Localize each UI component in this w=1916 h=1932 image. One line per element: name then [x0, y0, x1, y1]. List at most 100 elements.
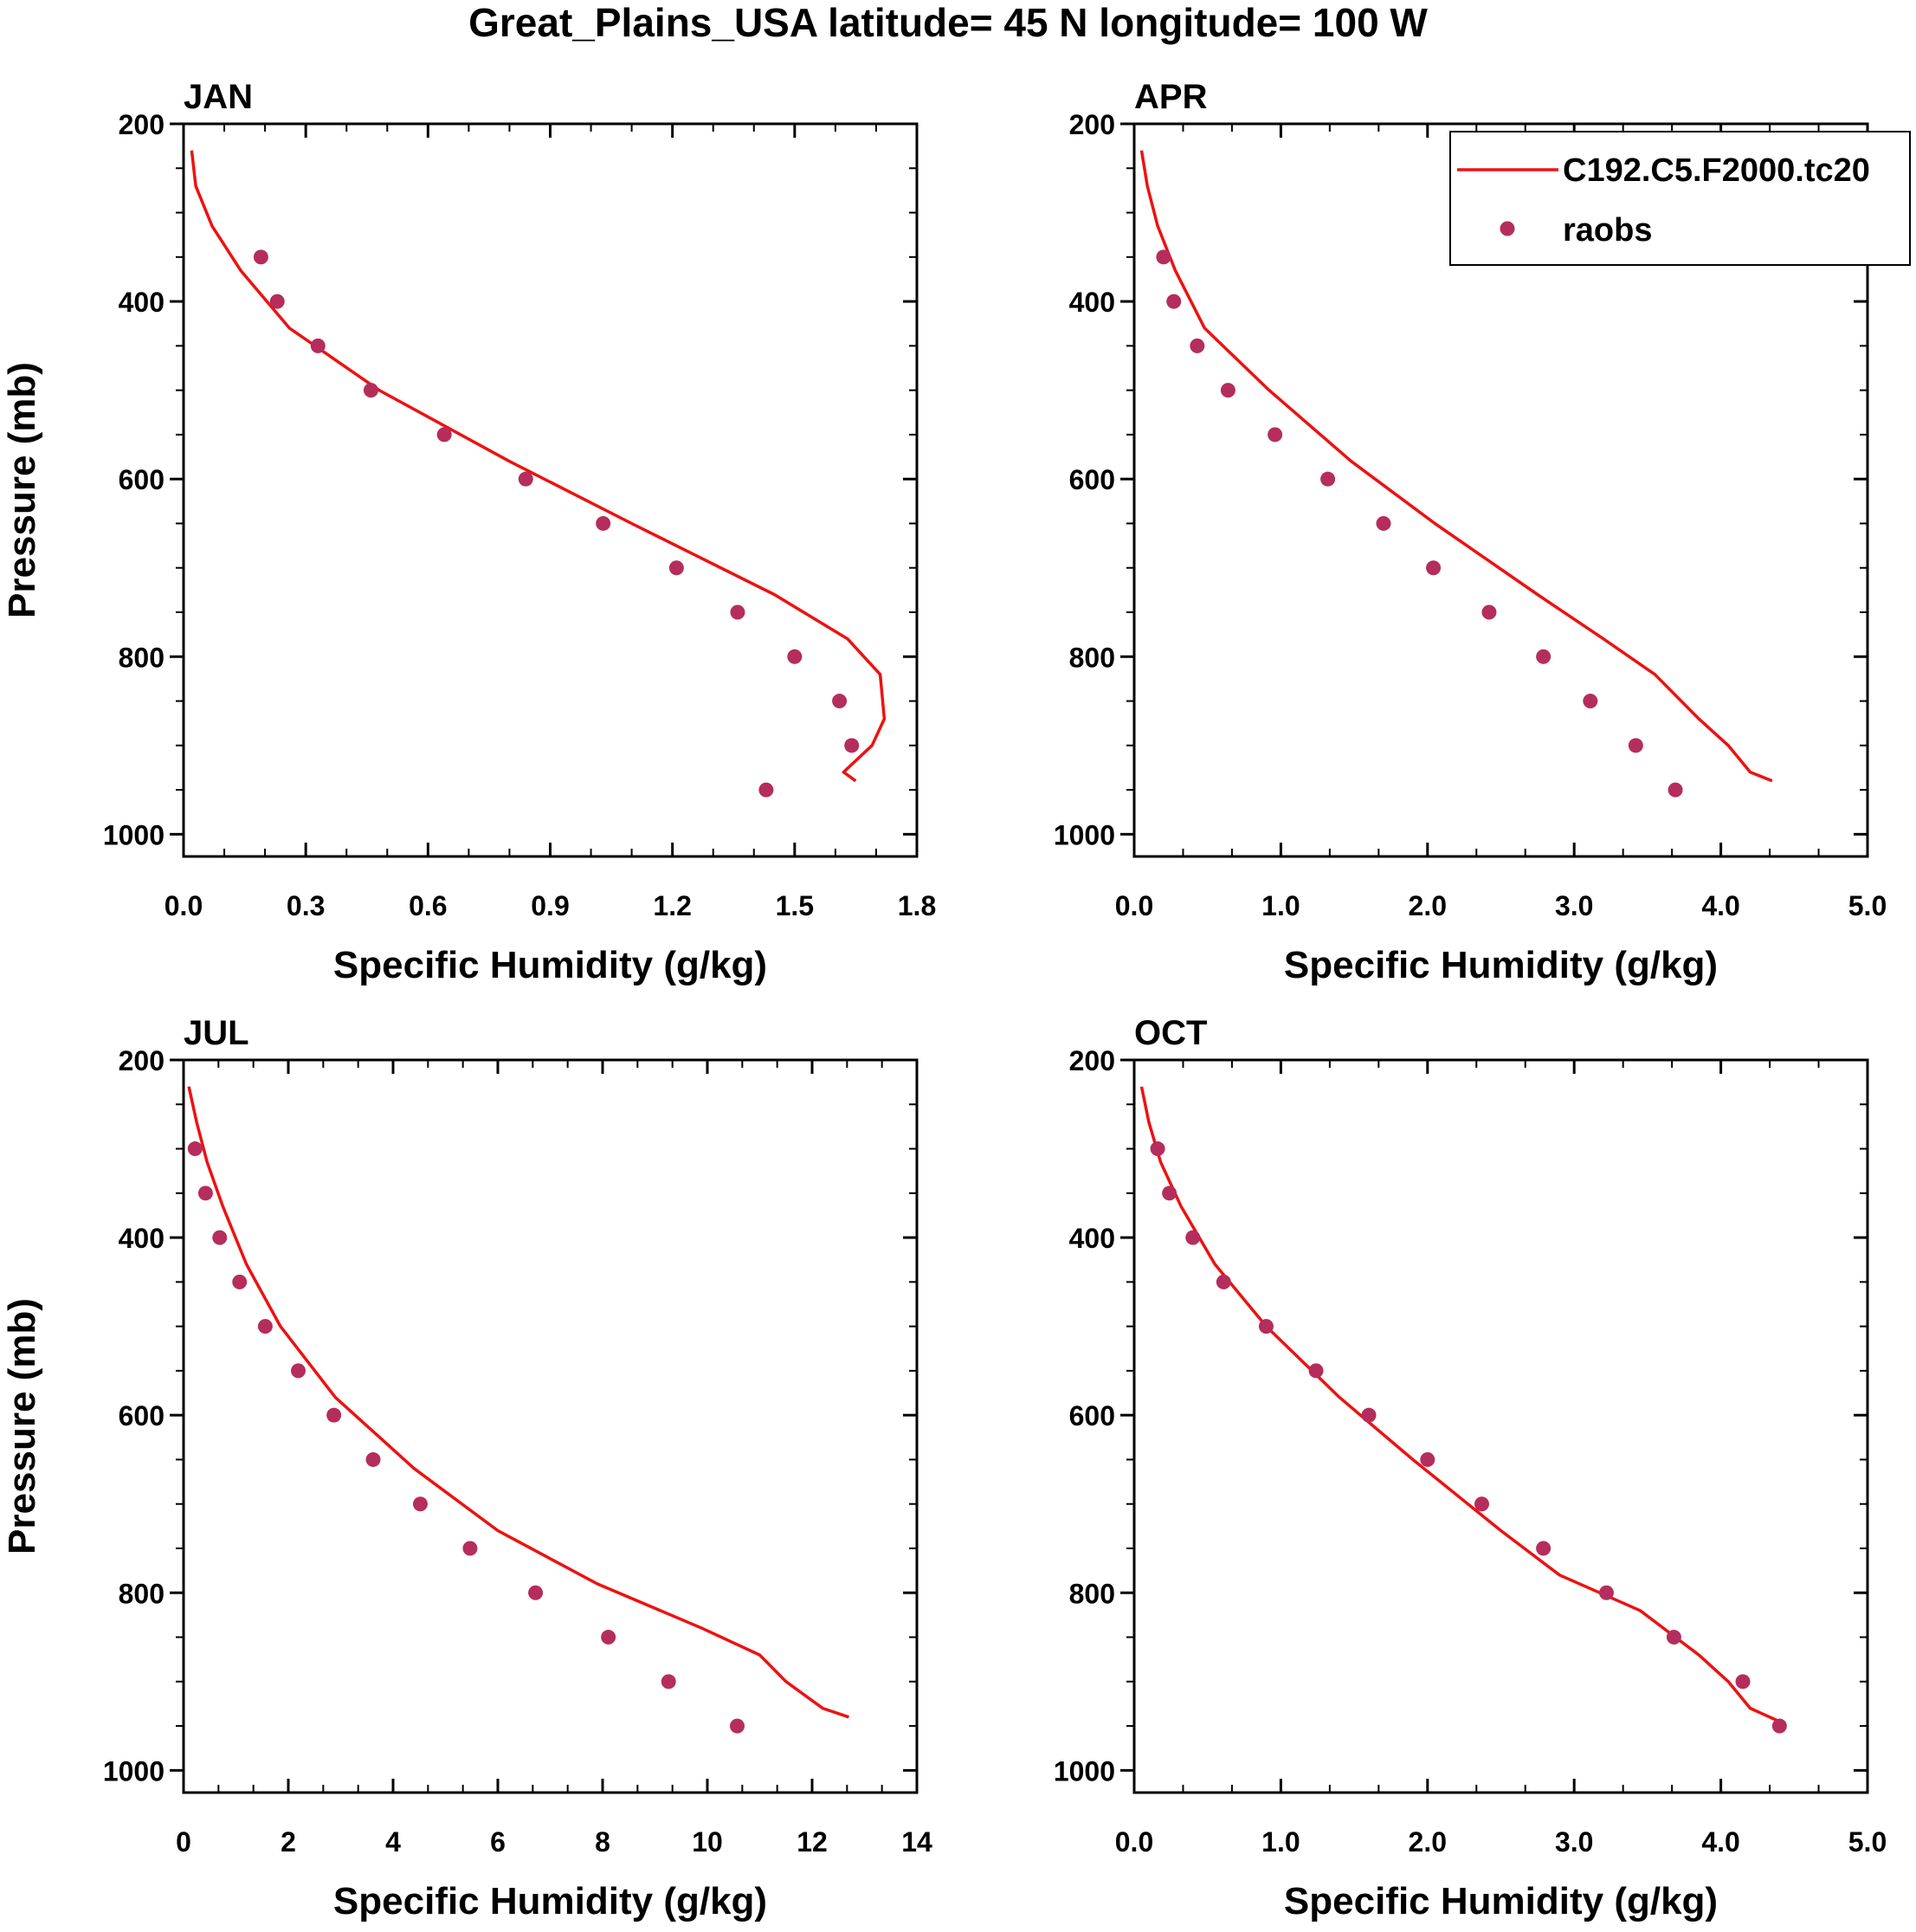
y-tick-label: 400 [1069, 1223, 1115, 1254]
obs-point [1258, 1319, 1274, 1334]
x-tick-label: 0.9 [531, 890, 569, 921]
obs-point [1426, 560, 1442, 576]
obs-point [1162, 1186, 1177, 1201]
x-axis-label: Specific Humidity (g/kg) [1284, 944, 1718, 986]
y-tick-label: 1000 [1054, 819, 1115, 850]
y-tick-label: 400 [1069, 287, 1115, 318]
obs-point [1598, 1585, 1614, 1600]
obs-point [1216, 1274, 1231, 1289]
y-axis-label: Pressure (mb) [1, 362, 43, 618]
obs-point [1220, 383, 1235, 398]
obs-point [668, 560, 684, 576]
y-tick-label: 200 [119, 1045, 165, 1076]
y-tick-label: 1000 [103, 819, 165, 850]
y-tick-label: 800 [1069, 642, 1115, 673]
obs-point [1420, 1451, 1435, 1467]
x-axis-label: Specific Humidity (g/kg) [1284, 1880, 1718, 1922]
y-tick-label: 200 [1069, 1045, 1115, 1076]
obs-point [1536, 649, 1552, 664]
panel-title-apr: APR [1134, 78, 1208, 116]
plot-frame [1132, 1058, 1869, 1794]
x-tick-label: 2.0 [1409, 1826, 1447, 1858]
y-tick-label: 600 [119, 1400, 165, 1431]
obs-point [257, 1319, 273, 1334]
panel-jul: JUL 0 2 4 6 8 10 12 14 200 400 600 800 1000 Specific H… [1, 1014, 932, 1922]
panel-apr: APR 0.0 1.0 2.0 3.0 4.0 5.0 200 400 600 800 1000 Spe… [1054, 78, 1911, 986]
panel-jan: JAN 0.0 0.3 0.6 0.9 1.2 1.5 1.8 200 400 600 800 1000… [1, 78, 936, 986]
x-tick-label: 0.0 [1115, 1826, 1153, 1858]
legend-model-label: C192.C5.F2000.tc20 [1563, 152, 1870, 189]
y-tick-label: 800 [119, 642, 165, 673]
obs-point [528, 1585, 544, 1600]
obs-point [1583, 694, 1598, 709]
obs-point [1666, 1630, 1681, 1645]
y-tick-label: 1000 [1054, 1755, 1115, 1787]
obs-point [1361, 1407, 1377, 1423]
legend-obs-swatch [1500, 221, 1515, 236]
y-tick-label: 200 [1069, 109, 1115, 140]
plot-frame [1132, 122, 1869, 858]
x-tick-label: 1.8 [898, 890, 936, 921]
obs-point [601, 1630, 616, 1645]
x-tick-label: 1.2 [653, 890, 691, 921]
obs-point [1308, 1363, 1324, 1379]
obs-point [187, 1141, 203, 1157]
obs-point [1320, 471, 1336, 487]
panel-title-oct: OCT [1134, 1014, 1207, 1052]
y-tick-label: 600 [1069, 464, 1115, 495]
obs-point [1156, 249, 1171, 265]
obs-point [787, 649, 803, 664]
y-tick-label: 600 [1069, 1400, 1115, 1431]
obs-point [1376, 515, 1391, 531]
obs-point [365, 1451, 381, 1467]
model-line [190, 150, 887, 783]
y-tick-label: 400 [119, 287, 165, 318]
x-tick-label: 4.0 [1701, 890, 1739, 921]
x-tick-label: 14 [901, 1826, 932, 1858]
y-tick-label: 400 [119, 1223, 165, 1254]
obs-point [518, 471, 533, 487]
y-axis-label: Pressure (mb) [1, 1298, 43, 1554]
x-tick-label: 8 [595, 1826, 610, 1858]
obs-point [661, 1674, 676, 1690]
x-tick-label: 0.3 [287, 890, 325, 921]
obs-point [269, 294, 285, 309]
panel-oct: OCT 0.0 1.0 2.0 3.0 4.0 5.0 200 400 600 800 1000 Spe… [1054, 1014, 1887, 1922]
obs-point [1150, 1141, 1165, 1157]
y-tick-label: 600 [119, 464, 165, 495]
figure-title: Great_Plains_USA latitude= 45 N longitud… [468, 0, 1428, 45]
obs-point [436, 427, 452, 443]
x-tick-label: 1.0 [1261, 1826, 1300, 1858]
x-axis-label: Specific Humidity (g/kg) [333, 944, 767, 986]
legend-obs-label: raobs [1563, 212, 1652, 249]
legend-box [1449, 131, 1911, 266]
obs-point [1185, 1230, 1201, 1245]
obs-point [730, 604, 745, 620]
obs-point [290, 1363, 306, 1379]
model-line [1139, 150, 1773, 783]
obs-point [310, 338, 326, 353]
model-line [187, 1086, 849, 1719]
x-tick-label: 3.0 [1555, 890, 1593, 921]
obs-point [197, 1186, 213, 1201]
x-tick-label: 5.0 [1848, 890, 1887, 921]
x-tick-label: 0.6 [409, 890, 447, 921]
x-tick-label: 0.0 [1115, 890, 1153, 921]
x-tick-label: 10 [692, 1826, 723, 1858]
x-tick-label: 12 [797, 1826, 828, 1858]
obs-point [596, 515, 611, 531]
obs-point [253, 249, 268, 265]
obs-point [412, 1496, 428, 1512]
y-tick-label: 800 [1069, 1578, 1115, 1609]
x-tick-label: 3.0 [1555, 1826, 1593, 1858]
obs-point [462, 1541, 478, 1556]
x-tick-label: 2 [281, 1826, 296, 1858]
obs-point [844, 738, 860, 753]
obs-point [1190, 338, 1205, 353]
obs-point [326, 1407, 342, 1423]
plot-frame [182, 1058, 919, 1794]
y-tick-label: 1000 [103, 1755, 165, 1787]
obs-point [1481, 604, 1497, 620]
